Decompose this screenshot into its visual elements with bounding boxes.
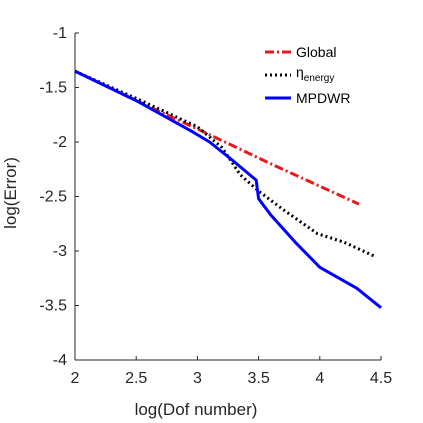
- x-axis-label: log(Dof number): [135, 400, 258, 419]
- x-tick-label: 4: [315, 370, 324, 387]
- y-tick-label: -2: [53, 134, 67, 151]
- legend-label-energy-subscript: energy: [304, 73, 335, 84]
- legend-label-mpdwr: MPDWR: [296, 90, 350, 106]
- x-tick-label: 2: [71, 370, 80, 387]
- legend-label-global: Global: [296, 44, 336, 60]
- y-tick-label: -4: [53, 352, 67, 369]
- y-tick-label: -3: [53, 243, 67, 260]
- y-tick-label: -2.5: [39, 189, 67, 206]
- y-tick-label: -1.5: [39, 80, 67, 97]
- legend: Global ηenergy MPDWR: [257, 37, 374, 111]
- x-tick-label: 3.5: [247, 370, 269, 387]
- x-tick-label: 2.5: [125, 370, 147, 387]
- series-layer: [74, 69, 382, 309]
- y-tick-label: -3.5: [39, 298, 67, 315]
- y-tick-label: -1: [53, 25, 67, 42]
- legend-label-eta-energy: ηenergy: [296, 64, 334, 84]
- y-axis-label: log(Error): [1, 157, 20, 229]
- series-line---energy: [74, 69, 376, 258]
- series-line-mpdwr: [74, 69, 382, 309]
- x-tick-label: 4.5: [370, 370, 392, 387]
- x-tick-label: 3: [193, 370, 202, 387]
- legend-label-eta: η: [296, 64, 304, 80]
- tick-layer: 2 2.5 3 3.5 4 4.5 -1 -1.5 -2 -2.5 -3 -3.5 -4: [39, 25, 392, 387]
